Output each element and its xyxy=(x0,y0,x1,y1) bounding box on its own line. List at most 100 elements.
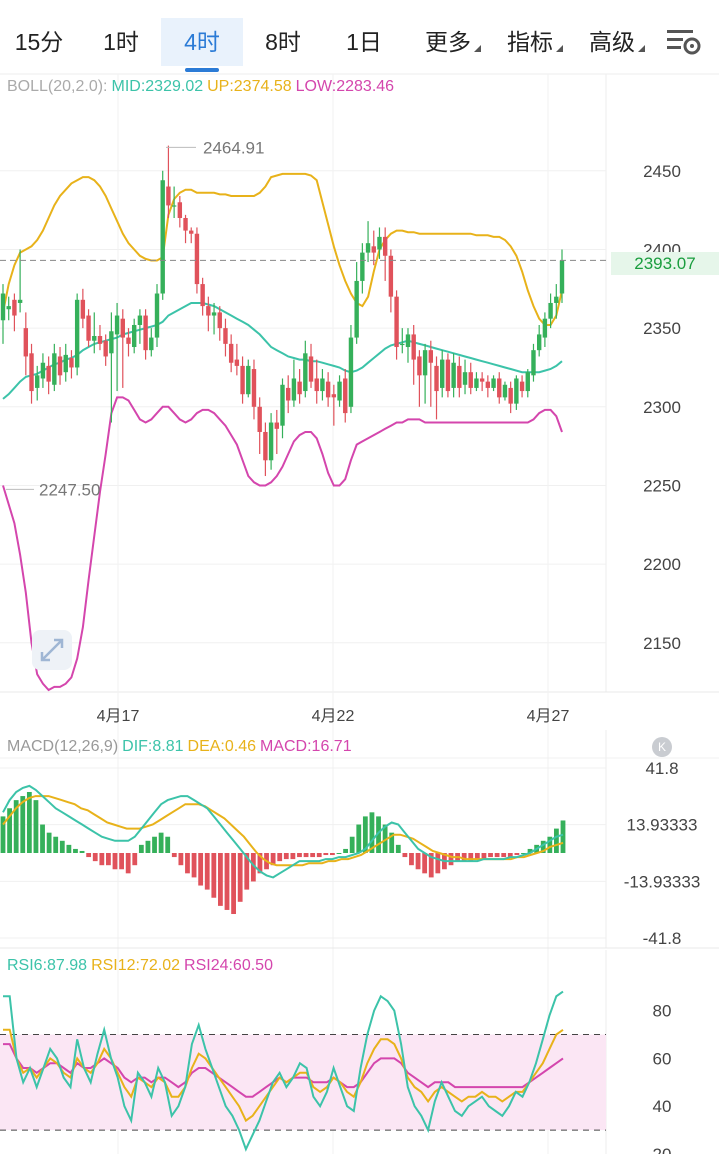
macd-histogram-bar xyxy=(158,832,164,853)
candle-body xyxy=(371,246,376,253)
macd-histogram-bar xyxy=(389,832,395,853)
macd-histogram-bar xyxy=(540,840,546,853)
macd-histogram-bar xyxy=(125,853,131,874)
candle-body xyxy=(52,353,57,385)
macd-histogram-bar xyxy=(250,853,256,882)
macd-histogram-bar xyxy=(191,853,197,878)
tab-label: 1时 xyxy=(103,29,139,55)
macd-histogram-bar xyxy=(165,836,171,853)
macd-legend-dea: DEA:0.46 xyxy=(187,738,256,755)
macd-histogram-bar xyxy=(152,836,157,853)
tab-8h[interactable]: 8时 xyxy=(250,18,316,66)
candle-body xyxy=(320,378,325,392)
candle-body xyxy=(143,315,148,351)
candle-body xyxy=(343,378,348,414)
price-tick-label: 2450 xyxy=(643,162,681,181)
high-price-label: 2464.91 xyxy=(203,138,264,157)
time-tick-label: 4月17 xyxy=(97,708,140,725)
expand-icon[interactable] xyxy=(32,630,72,670)
candle-body xyxy=(411,334,416,360)
candle-body xyxy=(325,381,331,398)
tab-1h[interactable]: 1时 xyxy=(88,18,154,66)
macd-histogram-bar xyxy=(40,824,45,853)
tab-more[interactable]: 更多 xyxy=(418,18,488,66)
candle-body xyxy=(559,260,565,294)
tab-advanced[interactable]: 高级 xyxy=(582,18,652,66)
macd-histogram-bar xyxy=(0,816,6,853)
macd-histogram-bar xyxy=(218,853,223,906)
candle-body xyxy=(17,299,23,303)
tab-indicators[interactable]: 指标 xyxy=(500,18,570,66)
macd-histogram-bar xyxy=(435,853,441,874)
macd-histogram-bar xyxy=(461,853,467,862)
macd-histogram-bar xyxy=(283,853,289,860)
macd-histogram-bar xyxy=(211,853,217,898)
low-price-label: 2247.50 xyxy=(39,480,100,499)
macd-histogram-bar xyxy=(53,836,59,853)
macd-histogram-bar xyxy=(382,824,388,853)
macd-histogram-bar xyxy=(198,853,204,886)
rsi-tick-label: 40 xyxy=(653,1097,672,1116)
price-tick-label: 2200 xyxy=(643,555,681,574)
macd-histogram-bar xyxy=(270,853,276,866)
chart-settings-icon[interactable] xyxy=(664,24,704,60)
candle-body xyxy=(263,431,268,461)
macd-tick-label: 13.93333 xyxy=(627,816,698,835)
candle-body xyxy=(35,375,40,388)
candle-body xyxy=(97,336,103,344)
candle-body xyxy=(428,350,434,363)
macd-tick-label: -41.8 xyxy=(643,929,682,948)
candle-body xyxy=(554,296,559,303)
candle-body xyxy=(394,296,399,348)
candle-body xyxy=(331,394,337,398)
candle-body xyxy=(0,293,6,321)
candle-body xyxy=(86,315,91,341)
macd-histogram-bar xyxy=(560,820,566,853)
boll-legend-low: LOW:2283.46 xyxy=(295,78,395,95)
price-tick-label: 2150 xyxy=(643,634,681,653)
macd-histogram-bar xyxy=(7,808,12,853)
price-tick-label: 2350 xyxy=(643,319,681,338)
macd-histogram-bar xyxy=(310,853,316,858)
candle-body xyxy=(189,230,194,234)
macd-histogram-bar xyxy=(86,853,92,858)
candle-body xyxy=(360,252,365,281)
candle-body xyxy=(434,365,439,392)
tab-4h[interactable]: 4时 xyxy=(161,18,243,72)
candle-body xyxy=(274,422,279,429)
macd-histogram-bar xyxy=(112,853,118,870)
tab-1d[interactable]: 1日 xyxy=(331,18,397,66)
time-tick-label: 4月27 xyxy=(527,708,570,725)
time-tick-label: 4月22 xyxy=(312,708,355,725)
macd-histogram-bar xyxy=(73,848,78,853)
tab-label: 高级 xyxy=(589,29,635,55)
macd-histogram-bar xyxy=(474,853,480,860)
candle-body xyxy=(548,302,553,319)
candle-body xyxy=(126,337,131,344)
candle-body xyxy=(74,299,80,368)
macd-histogram-bar xyxy=(46,832,52,853)
candle-body xyxy=(120,318,125,338)
boll-upper-line xyxy=(2,172,563,326)
macd-histogram-bar xyxy=(171,853,177,858)
candle-body xyxy=(114,315,120,335)
candle-body xyxy=(405,334,411,348)
macd-dif-line xyxy=(2,784,564,879)
boll-legend-mid: MID:2329.02 xyxy=(111,78,204,95)
candle-body xyxy=(223,328,228,344)
candle-body xyxy=(63,354,68,373)
boll-legend-name: BOLL(20,2.0): xyxy=(7,78,108,95)
macd-histogram-bar xyxy=(356,824,362,853)
macd-histogram-bar xyxy=(224,853,230,910)
macd-histogram-bar xyxy=(428,853,434,878)
candle-body xyxy=(6,306,11,310)
tab-15min[interactable]: 15分 xyxy=(6,18,72,66)
tab-label: 4时 xyxy=(184,29,220,55)
candle-body xyxy=(149,337,154,351)
candle-body xyxy=(525,372,530,392)
current-price-tag: 2393.07 xyxy=(611,252,719,275)
macd-histogram-bar xyxy=(507,853,513,858)
macd-histogram-bar xyxy=(290,853,296,860)
candle-body xyxy=(194,233,200,285)
